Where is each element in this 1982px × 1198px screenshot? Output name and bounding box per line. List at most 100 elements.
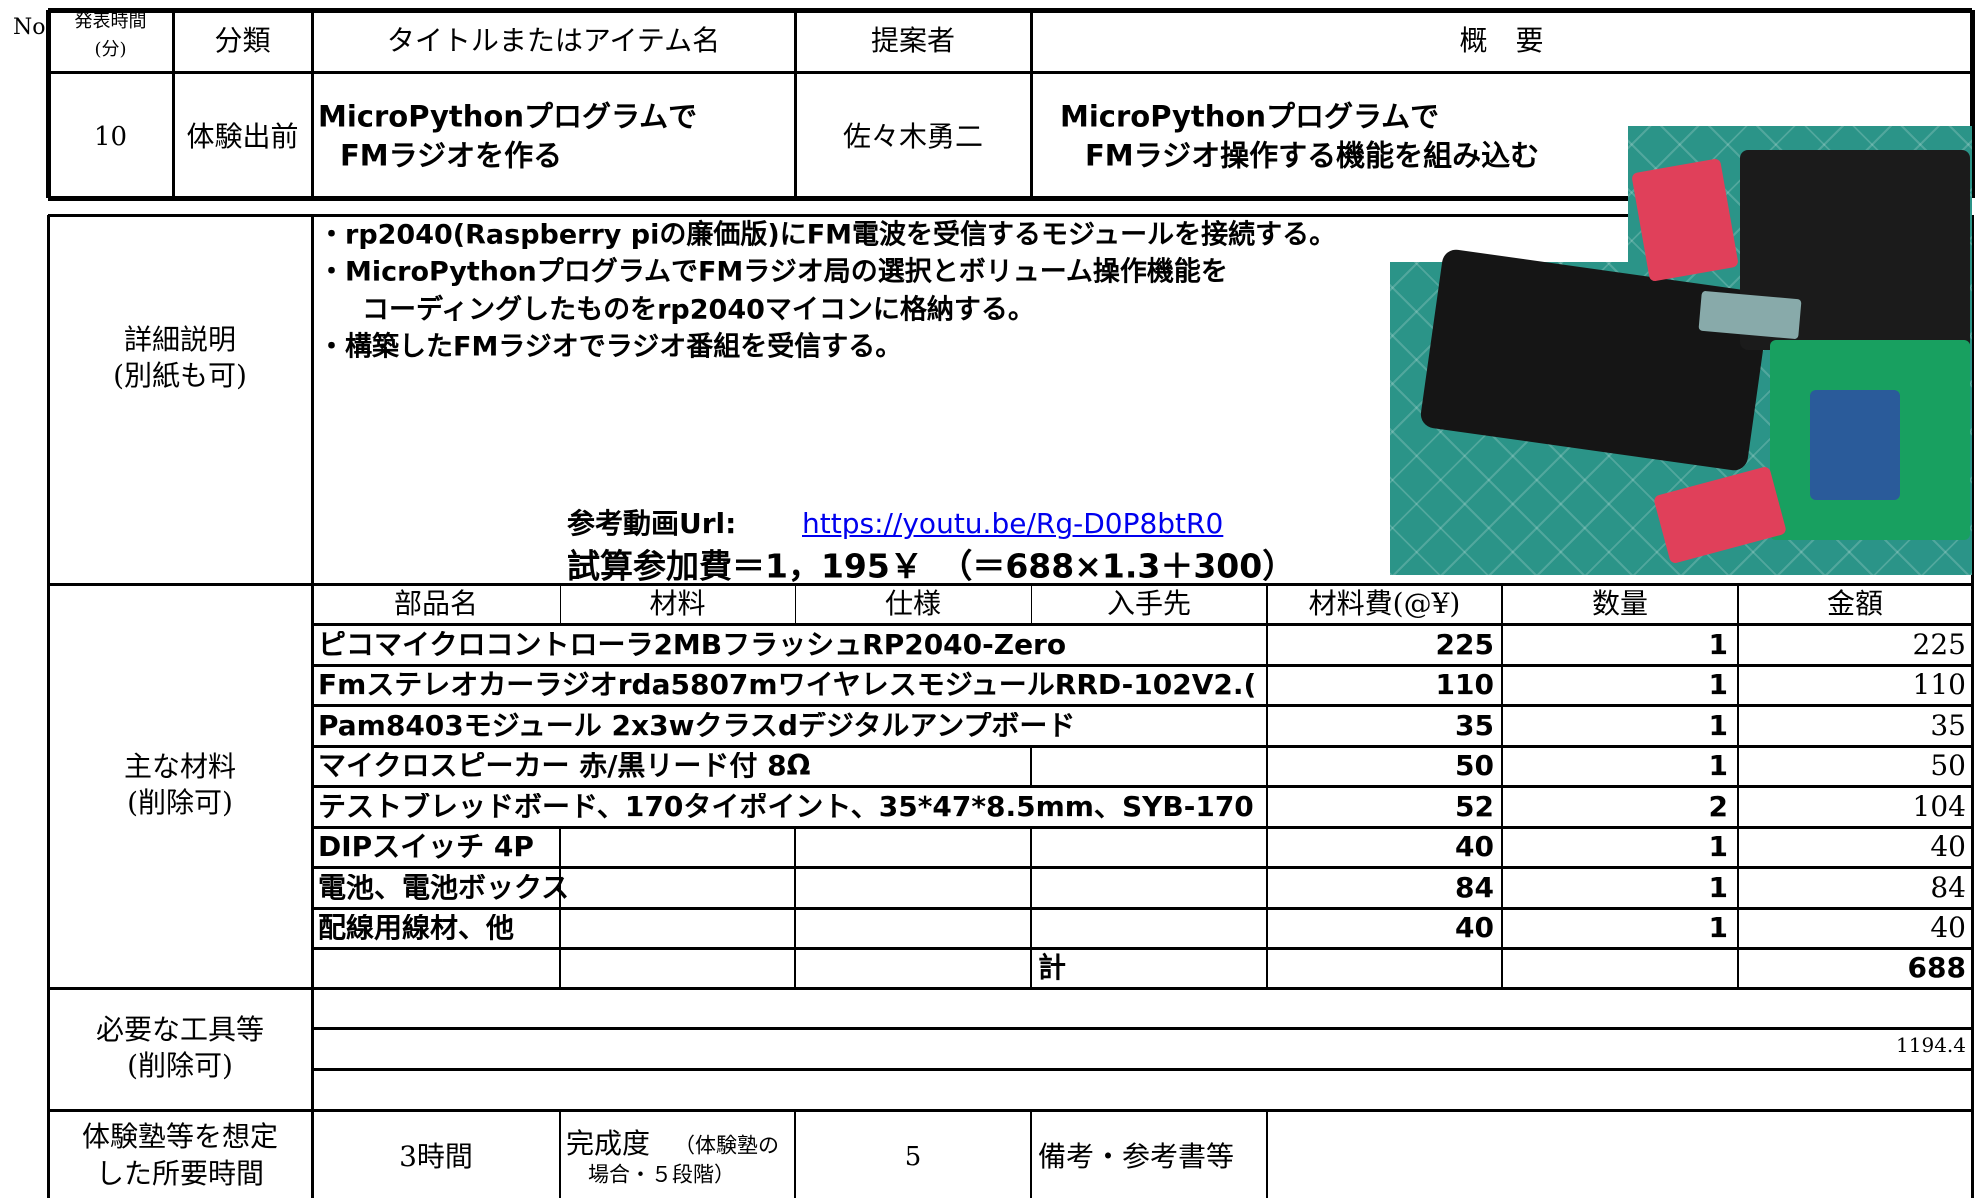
fee: 試算参加費＝1，195￥ （＝688×1.3＋300） [567,546,1296,586]
grid-line [559,584,561,624]
grid-line [794,584,796,624]
header-summary: 概 要 [1459,24,1544,57]
grid-line [48,986,1972,990]
grid-line [1030,584,1032,624]
grid-line [794,1110,796,1198]
grid-line [1266,1110,1268,1198]
grid-line [46,215,50,1198]
item-category: 体験出前 [186,120,299,153]
grid-line [48,582,1972,586]
details-line: ・MicroPythonプログラムでFMラジオ局の選択とボリューム操作機能を [318,256,1228,288]
total: 688 [1907,951,1966,984]
grid-line [1266,584,1268,988]
details-label: (別紙も可) [113,359,247,392]
material-qty: 2 [1708,789,1728,823]
header-time: 発表時間 [74,11,147,32]
grid-line [45,10,51,198]
material-name: ピコマイクロコントローラ2MBフラッシュRP2040-Zero [318,630,1067,659]
material-qty: 1 [1708,830,1728,863]
column-header: 金額 [1826,587,1883,620]
header-proposer: 提案者 [870,24,955,57]
material-amount: 35 [1930,708,1966,742]
item-proposer: 佐々木勇二 [842,120,983,153]
completion-label: （体験塾の [674,1133,779,1158]
material-qty: 1 [1708,708,1728,742]
item-summary: FMラジオ操作する機能を組み込む [1085,138,1540,173]
grid-line [312,946,1972,950]
material-price: 84 [1455,870,1494,904]
material-qty: 1 [1708,749,1728,782]
grid-line [312,865,1972,869]
material-price: 50 [1455,749,1494,782]
grid-line [310,215,314,1198]
material-name: 配線用線材、他 [318,914,515,942]
material-price: 225 [1435,627,1494,661]
total-label: 計 [1038,951,1067,984]
footer-time: 3時間 [399,1140,473,1173]
material-qty: 1 [1708,627,1728,661]
grid-line [1969,10,1975,198]
grid-line [559,827,561,988]
column-header: 数量 [1591,587,1648,620]
grid-line [1970,215,1974,1198]
item-summary: MicroPythonプログラムで [1060,99,1440,134]
details-line: ・構築したFMラジオでラジオ番組を受信する。 [318,331,903,363]
grid-line [312,825,1972,829]
material-name: テストブレッドボード、170タイポイント、35*47*8.5mm、SYB-170 [318,792,1254,821]
details-line: ・rp2040(Raspberry piの廉価版)にFM電波を受信するモジュール… [318,219,1337,251]
grid-line [559,1110,561,1198]
completion-label: 場合・５段階） [588,1162,735,1187]
material-amount: 225 [1912,627,1966,661]
header-no: No [13,15,46,40]
video-link[interactable]: https://youtu.be/Rg-D0P8btR0 [802,507,1224,540]
material-amount: 40 [1930,830,1966,863]
grid-line [48,70,1972,74]
item-time: 10 [93,122,128,152]
column-header: 部品名 [393,587,478,620]
grid-line [48,213,1972,217]
material-amount: 110 [1912,668,1966,701]
material-name: DIPスイッチ 4P [318,833,534,861]
grid-line [48,195,1972,201]
tools-label: 必要な工具等 [95,1013,264,1046]
tools-note: 1194.4 [1896,1033,1966,1057]
completion-label: 完成度 [566,1127,651,1160]
grid-line [312,703,1972,707]
materials-label: (削除可) [127,786,233,819]
grid-line [1030,1110,1032,1198]
column-header: 仕様 [884,587,941,620]
materials-label: 主な材料 [123,750,236,783]
grid-line [793,10,797,198]
footer-time-label: した所要時間 [95,1157,264,1190]
item-title: MicroPythonプログラムで [318,99,698,134]
photo-part [1631,158,1739,282]
grid-line [312,663,1972,667]
photo-part [1810,390,1900,500]
grid-line [794,827,796,988]
grid-line [310,10,314,198]
header-title: タイトルまたはアイテム名 [386,24,721,57]
material-qty: 1 [1708,668,1728,701]
grid-line [312,906,1972,910]
remarks-label: 備考・参考書等 [1038,1140,1235,1173]
item-title: FMラジオを作る [340,138,563,173]
material-price: 35 [1455,708,1494,742]
material-amount: 84 [1930,870,1966,904]
grid-line [1737,584,1739,988]
grid-line [312,622,1972,626]
material-name: Fmステレオカーラジオrda5807mワイヤレスモジュールRRD-102V2.( [318,671,1257,699]
grid-line [1029,10,1033,198]
column-header: 材料 [649,587,706,620]
material-name: マイクロスピーカー 赤/黒リード付 8Ω [318,752,811,780]
material-price: 40 [1455,911,1494,944]
video-label: 参考動画Url: [567,507,737,540]
column-header: 入手先 [1106,587,1191,620]
grid-line [312,744,1972,748]
grid-line [48,1108,1972,1112]
material-amount: 40 [1930,911,1966,944]
material-name: Pam8403モジュール 2x3wクラスdデジタルアンプボード [318,711,1076,740]
grid-line [171,10,175,198]
details-label: 詳細説明 [123,323,236,356]
details-line: コーディングしたものをrp2040マイコンに格納する。 [362,294,1035,326]
